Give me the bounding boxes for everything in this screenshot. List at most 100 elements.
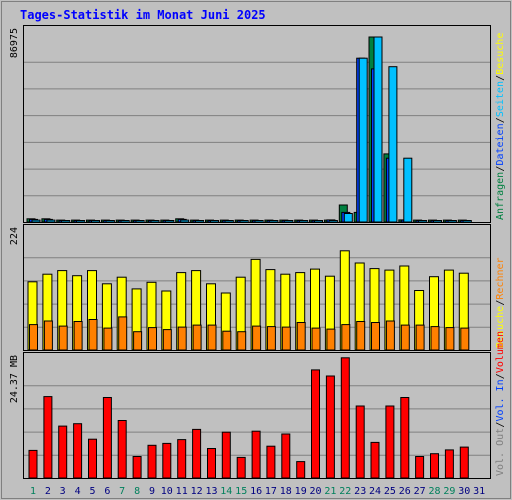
- x-axis-label-day-10: 10: [161, 486, 173, 497]
- right-legend: Besuche/Rechner: [495, 257, 506, 348]
- bar-seiten-day-24: [373, 36, 383, 223]
- x-axis-label-day-4: 4: [75, 486, 81, 497]
- bar-seiten-day-2: [46, 219, 56, 223]
- bar-rechner-day-16: [252, 325, 262, 351]
- bar-volumen-day-5: [88, 438, 97, 479]
- bar-rechner-day-5: [88, 319, 98, 351]
- bar-rechner-day-13: [207, 324, 217, 351]
- right-legend: Anfragen/Dateien/Seiten/Besuche: [495, 33, 506, 220]
- bar-seiten-day-21: [328, 220, 338, 223]
- bar-volumen-day-13: [207, 448, 216, 479]
- bar-rechner-day-23: [356, 321, 366, 351]
- bar-volumen-day-1: [28, 449, 38, 479]
- bar-seiten-day-3: [61, 220, 71, 223]
- x-axis-label-day-23: 23: [354, 486, 366, 497]
- bar-volumen-day-10: [162, 442, 172, 479]
- legend-label-besuche: Besuche: [495, 33, 506, 75]
- y-axis-max-label: 224: [9, 227, 20, 245]
- x-axis-label-day-29: 29: [443, 486, 455, 497]
- bar-volumen-day-4: [73, 423, 83, 479]
- bar-seiten-day-20: [314, 220, 323, 223]
- x-axis-label-day-12: 12: [191, 486, 203, 497]
- legend-label-dateien: Dateien: [495, 123, 506, 165]
- bar-seiten-day-27: [418, 220, 428, 223]
- legend-label-seiten: Seiten: [495, 81, 506, 117]
- bar-seiten-day-10: [165, 220, 175, 223]
- legend-label-anfragen: Anfragen: [495, 172, 506, 220]
- x-axis-label-day-2: 2: [45, 486, 51, 497]
- bar-volumen-day-18: [281, 433, 291, 479]
- legend-label-besuche: Besuche: [495, 306, 506, 348]
- x-axis-label-day-27: 27: [414, 486, 426, 497]
- bar-rechner-day-4: [73, 321, 83, 351]
- x-axis-label-day-14: 14: [220, 486, 232, 497]
- x-axis-label-day-15: 15: [235, 486, 247, 497]
- bar-rechner-day-15: [237, 331, 247, 351]
- bar-seiten-day-13: [210, 220, 219, 223]
- bar-rechner-day-17: [266, 326, 276, 351]
- bar-rechner-day-20: [311, 327, 321, 351]
- bar-volumen-day-7: [117, 420, 127, 479]
- bar-seiten-day-8: [135, 220, 145, 223]
- bar-seiten-day-4: [76, 220, 86, 223]
- x-axis-label-day-7: 7: [119, 486, 125, 497]
- bar-volumen-day-19: [296, 461, 306, 479]
- legend-separator: /: [495, 300, 506, 306]
- bar-volumen-day-28: [430, 453, 439, 479]
- bar-rechner-day-1: [29, 324, 38, 351]
- bar-seiten-day-18: [284, 220, 294, 223]
- x-axis-label-day-20: 20: [309, 486, 321, 497]
- bar-seiten-day-22: [343, 213, 353, 223]
- x-axis-label-day-25: 25: [384, 486, 396, 497]
- x-axis-label-day-19: 19: [295, 486, 307, 497]
- bar-volumen-day-26: [400, 397, 410, 479]
- bar-volumen-day-16: [251, 430, 261, 479]
- chart-title: Tages-Statistik im Monat Juni 2025: [20, 8, 266, 22]
- x-axis-label-day-5: 5: [89, 486, 95, 497]
- bar-volumen-day-6: [102, 397, 112, 479]
- bar-rechner-day-3: [58, 325, 68, 351]
- bar-seiten-day-15: [239, 220, 249, 223]
- bar-volumen-day-11: [177, 439, 187, 479]
- x-axis-label-day-16: 16: [250, 486, 262, 497]
- bar-seiten-day-5: [91, 220, 100, 223]
- bar-volumen-day-8: [132, 456, 142, 479]
- bar-seiten-day-6: [105, 220, 115, 223]
- bar-volumen-day-25: [385, 405, 395, 479]
- bar-seiten-day-29: [447, 220, 457, 223]
- bar-volumen-day-15: [236, 456, 246, 479]
- bar-rechner-day-21: [326, 328, 336, 351]
- bar-volumen-day-21: [325, 375, 335, 479]
- panel-frame: [23, 25, 491, 223]
- bar-volumen-day-12: [192, 428, 202, 479]
- x-axis-label-day-8: 8: [134, 486, 140, 497]
- x-axis-label-day-22: 22: [339, 486, 351, 497]
- legend-label-rechner: Rechner: [495, 257, 506, 299]
- x-axis-label-day-24: 24: [369, 486, 381, 497]
- legend-label-vol-in: Vol. In: [495, 379, 506, 421]
- bar-volumen-day-27: [415, 456, 425, 479]
- bar-seiten-day-26: [403, 157, 413, 223]
- legend-separator: /: [495, 75, 506, 81]
- bar-seiten-day-14: [224, 220, 234, 223]
- bar-volumen-day-23: [355, 405, 365, 479]
- bar-rechner-day-12: [192, 324, 202, 351]
- bar-seiten-day-16: [254, 220, 264, 223]
- x-axis-label-day-17: 17: [265, 486, 277, 497]
- bar-rechner-day-24: [371, 322, 380, 351]
- bar-rechner-day-7: [118, 316, 128, 351]
- x-axis-label-day-28: 28: [428, 486, 440, 497]
- bar-volumen-day-3: [58, 425, 68, 479]
- x-axis-label-day-13: 13: [205, 486, 217, 497]
- x-axis-label-day-11: 11: [176, 486, 188, 497]
- bar-rechner-day-9: [148, 327, 157, 351]
- legend-separator: /: [495, 117, 506, 123]
- bar-seiten-day-19: [299, 220, 309, 223]
- bar-rechner-day-26: [400, 324, 410, 351]
- bar-rechner-day-6: [103, 327, 113, 351]
- bar-rechner-day-10: [162, 329, 172, 351]
- visits-panel: 224 Besuche/Rechner: [9, 224, 506, 351]
- bar-seiten-day-7: [120, 220, 130, 223]
